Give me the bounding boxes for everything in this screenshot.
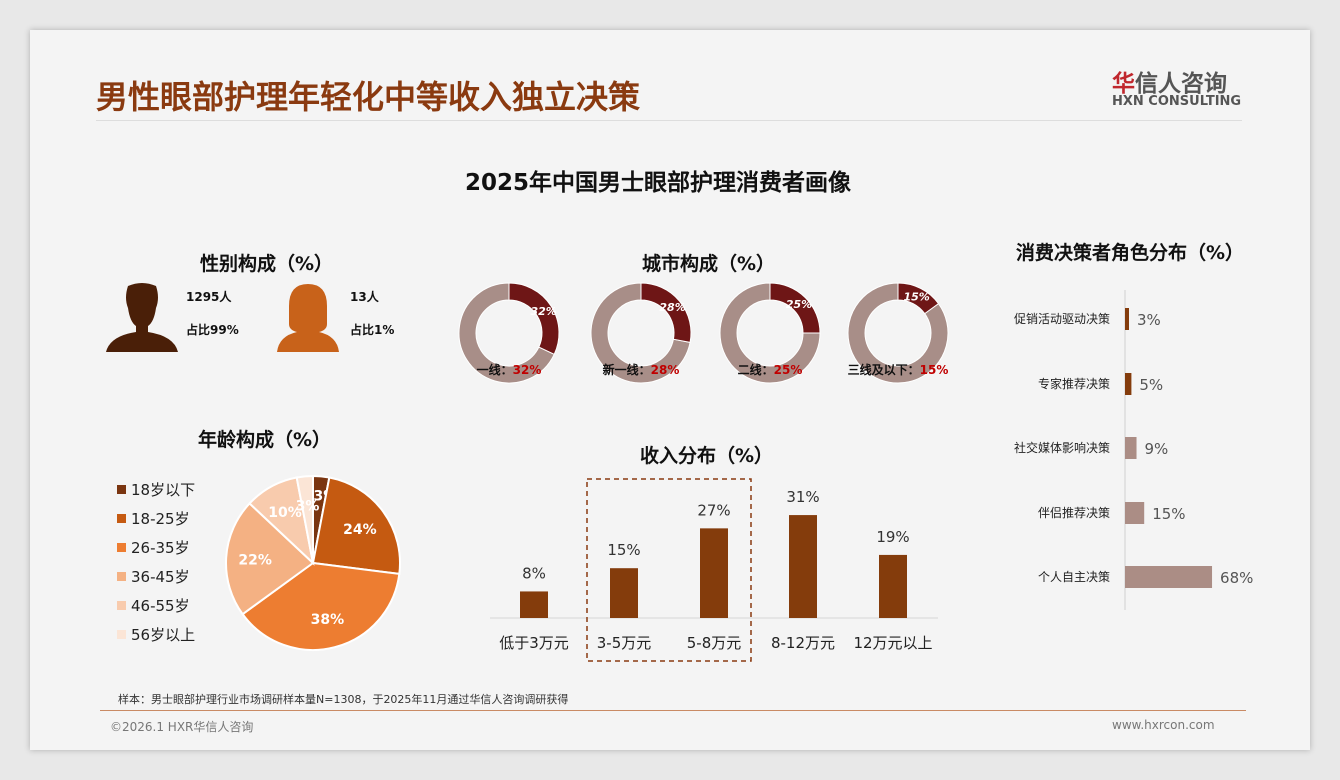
age-pie-slice <box>225 502 315 616</box>
income-title: 收入分布（%） <box>640 445 774 467</box>
main-title: 2025年中国男士眼部护理消费者画像 <box>464 170 851 196</box>
age-legend-swatch <box>117 514 126 523</box>
income-category-label: 12万元以上 <box>853 634 932 652</box>
age-legend-swatch <box>117 601 126 610</box>
age-legend-swatch <box>117 485 126 494</box>
age-legend-label: 18-25岁 <box>131 510 190 528</box>
sample-note: 样本：男士眼部护理行业市场调研样本量N=1308，于2025年11月通过华信人咨… <box>118 693 569 706</box>
male-share: 占比99% <box>186 323 239 337</box>
website-link[interactable]: www.hxrcon.com <box>1112 718 1215 732</box>
age-pie-slice <box>241 561 401 651</box>
male-count: 1295人 <box>186 290 232 304</box>
age-legend-label: 56岁以上 <box>131 626 195 644</box>
divider <box>96 120 1242 121</box>
age-legend-swatch <box>117 630 126 639</box>
income-category-label: 低于3万元 <box>499 634 569 652</box>
decision-bar <box>1125 502 1145 524</box>
decision-value-label: 5% <box>1139 376 1163 394</box>
donut-label: 28% <box>659 301 685 314</box>
age-pie-label: 22% <box>238 552 272 568</box>
decision-category-label: 社交媒体影响决策 <box>1014 440 1110 455</box>
decision-bar <box>1125 308 1129 330</box>
donut-rest-segment <box>458 282 555 384</box>
logo-accent: 华 <box>1112 71 1135 97</box>
donut-label: 15% <box>903 290 929 303</box>
income-bar <box>789 515 817 618</box>
copyright: ©2026.1 HXR华信人咨询 <box>110 720 254 734</box>
age-pie-label: 38% <box>311 612 345 628</box>
donut-rest-segment <box>719 282 821 384</box>
donut-rest-segment <box>847 282 949 384</box>
income-category-label: 3-5万元 <box>597 634 652 652</box>
female-count: 13人 <box>350 290 379 304</box>
decision-bar <box>1125 373 1132 395</box>
female-icon <box>277 284 339 352</box>
city-title: 城市构成（%） <box>642 253 776 275</box>
donut-caption: 新一线：28% <box>603 362 680 377</box>
age-pie-label: 10% <box>268 505 302 521</box>
donut-caption: 二线：25% <box>738 362 803 377</box>
donut-caption: 一线：32% <box>477 362 542 377</box>
age-legend-label: 26-35岁 <box>131 539 190 557</box>
page-title: 男性眼部护理年轻化中等收入独立决策 <box>96 78 641 116</box>
decision-bar <box>1125 566 1213 588</box>
decision-category-label: 专家推荐决策 <box>1038 376 1110 391</box>
income-value-label: 31% <box>786 488 819 506</box>
income-highlight-box <box>586 478 752 662</box>
income-category-label: 5-8万元 <box>687 634 742 652</box>
income-value-label: 8% <box>522 564 546 582</box>
decision-value-label: 3% <box>1137 311 1161 329</box>
decision-category-label: 个人自主决策 <box>1038 570 1110 584</box>
donut-main-segment <box>508 282 560 355</box>
logo-en: HXN CONSULTING <box>1112 94 1242 109</box>
decision-value-label: 68% <box>1220 569 1253 587</box>
income-bar <box>879 554 907 618</box>
female-share: 占比1% <box>350 323 395 337</box>
donut-caption: 三线及以下：15% <box>848 362 949 377</box>
age-pie-label: 3% <box>296 498 320 514</box>
income-value-label: 19% <box>876 528 909 546</box>
age-pie-slice <box>295 474 314 564</box>
decision-value-label: 15% <box>1152 505 1185 523</box>
income-value-label: 15% <box>607 541 640 559</box>
income-category-label: 8-12万元 <box>771 634 835 652</box>
donut-main-segment <box>897 282 940 315</box>
donut-rest-segment <box>590 282 691 384</box>
age-legend-label: 46-55岁 <box>131 597 190 615</box>
footer-divider <box>100 710 1246 711</box>
income-bar <box>700 528 728 618</box>
income-value-label: 27% <box>697 501 730 519</box>
age-legend-swatch <box>117 543 126 552</box>
gender-title: 性别构成（%） <box>200 253 334 275</box>
donut-label: 25% <box>786 298 812 311</box>
age-pie-slice <box>311 476 401 576</box>
decision-category-label: 促销活动驱动决策 <box>1014 312 1110 326</box>
age-legend-swatch <box>117 572 126 581</box>
age-legend-label: 36-45岁 <box>131 568 190 586</box>
male-icon <box>106 283 178 352</box>
donut-main-segment <box>640 282 692 343</box>
decision-value-label: 9% <box>1145 440 1169 458</box>
donut-main-segment <box>769 282 821 334</box>
logo-cn: 信人咨询 <box>1135 71 1227 97</box>
donut-label: 32% <box>530 305 556 318</box>
slide <box>30 30 1310 750</box>
age-title: 年龄构成（%） <box>198 429 332 451</box>
decision-title: 消费决策者角色分布（%） <box>1016 242 1245 264</box>
income-bar <box>520 591 548 618</box>
logo: 华信人咨询 <box>1112 64 1227 98</box>
decision-bar <box>1125 437 1137 459</box>
decision-category-label: 伴侣推荐决策 <box>1038 505 1110 520</box>
income-bar <box>610 568 638 618</box>
age-pie-label: 24% <box>343 522 377 538</box>
age-legend-label: 18岁以下 <box>131 481 195 499</box>
